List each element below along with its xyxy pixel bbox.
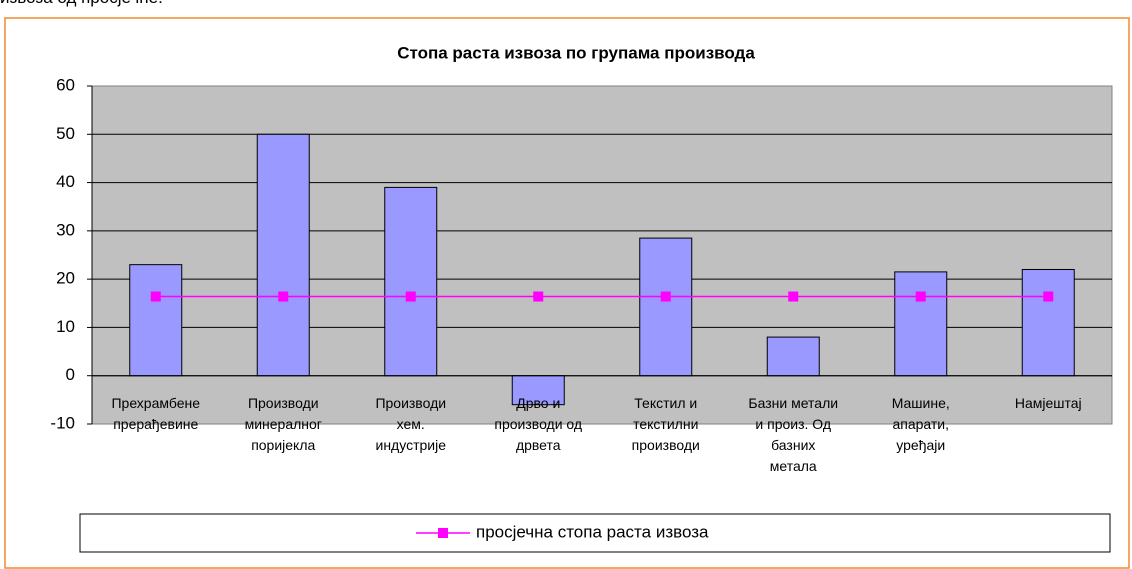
y-tick-label: 40 [56,172,75,191]
bar [256,133,310,377]
text-fragment: извоза од просјечне. [0,0,163,8]
x-tick-label: Базни метали и произ. Од базних метала [748,395,839,474]
bar [1021,268,1075,377]
x-tick-label: Производи минералног поријекла [244,395,322,453]
chart-title: Стопа раста извоза по групама производа [397,43,755,62]
legend-marker [438,528,448,538]
plot-area [91,85,1113,425]
x-tick-label: Производи хем. индустрије [375,395,447,453]
legend-box [79,513,1111,553]
marker [1043,291,1054,302]
marker [405,291,416,302]
x-tick-label: Машине, апарати, уређаји [891,395,950,453]
y-tick-label: 0 [66,365,75,384]
y-tick-label: 60 [56,75,75,94]
y-tick-label: 50 [56,124,75,143]
y-tick-label: -10 [50,413,75,432]
marker [278,291,289,302]
x-tick-label: Намјештај [1014,395,1082,411]
bar [511,375,565,406]
x-tick-label: Дрво и производи од дрвета [494,395,583,453]
bar [129,264,183,377]
x-tick-label: Прехрамбене прерађевине [111,395,201,432]
marker [915,291,926,302]
marker [788,291,799,302]
marker [660,291,671,302]
bar [639,237,693,377]
bar [894,271,948,377]
bar [384,186,438,377]
legend-label: просјечна стопа раста извоза [476,522,709,541]
y-tick-label: 10 [56,317,75,336]
x-tick-label: Текстил и текстилни производи [631,395,700,453]
y-tick-label: 30 [56,220,75,239]
marker [533,291,544,302]
marker [150,291,161,302]
y-tick-label: 20 [56,269,75,288]
bar [766,336,820,377]
